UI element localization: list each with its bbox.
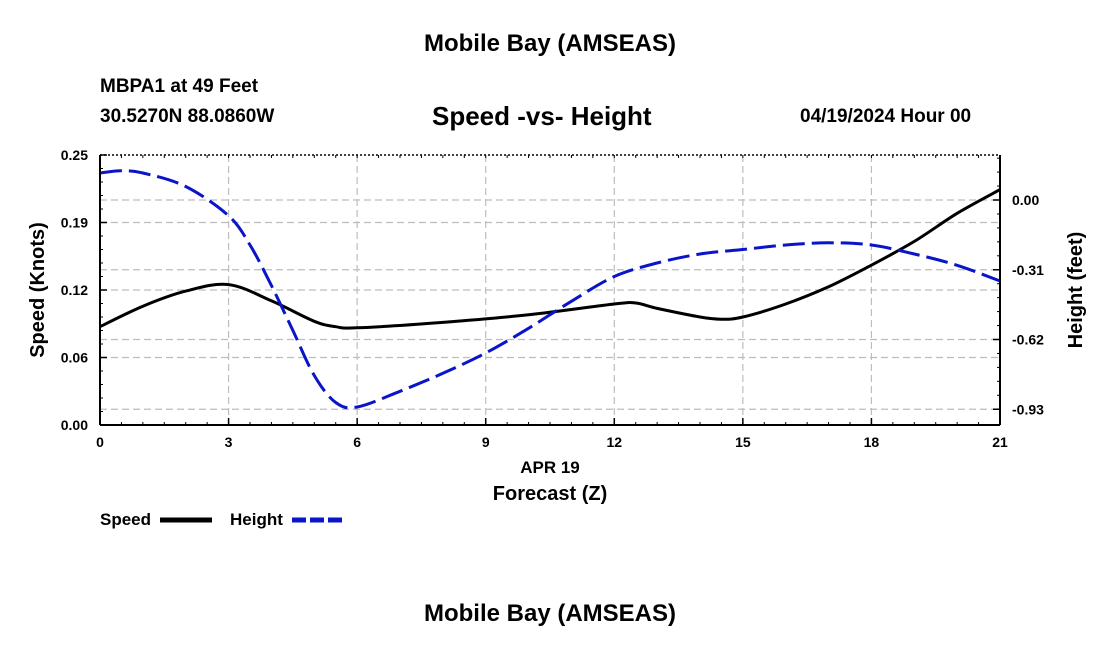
y-axis-label: Speed (Knots): [27, 222, 49, 358]
y2-axis-label: Height (feet): [1065, 232, 1087, 349]
grid: [100, 155, 1000, 425]
y-tick-label: 0.19: [61, 215, 88, 231]
y2-tick-label: -0.31: [1012, 262, 1044, 278]
x-tick-label: 0: [96, 434, 104, 450]
legend-speed-label: Speed: [100, 510, 151, 529]
x-tick-label: 6: [353, 434, 361, 450]
x-tick-label: 21: [992, 434, 1008, 450]
forecast-datetime: 04/19/2024 Hour 00: [800, 106, 972, 127]
y2-tick-label: -0.62: [1012, 332, 1044, 348]
y2-tick-label: 0.00: [1012, 192, 1039, 208]
axes: [99, 154, 1001, 426]
series: [99, 169, 1001, 410]
x-axis-date: APR 19: [520, 458, 580, 477]
x-tick-label: 15: [735, 434, 751, 450]
legend: Speed Height: [100, 510, 342, 529]
x-tick-label: 18: [864, 434, 880, 450]
y-tick-label: 0.25: [61, 147, 88, 163]
chart-subtitle: Speed -vs- Height: [432, 101, 652, 131]
y-tick-label: 0.12: [61, 282, 88, 298]
station-coordinates: 30.5270N 88.0860W: [100, 106, 275, 127]
chart-title: Mobile Bay (AMSEAS): [423, 30, 677, 57]
legend-height-label: Height: [230, 510, 283, 529]
tick-labels: 0 3 6 9 12 15 18 21 0.00 0.06 0.12 0.19 0.25 -0.93 -0.…: [61, 147, 1044, 450]
station-label: MBPA1 at 49 Feet: [100, 76, 259, 97]
speed-series-line: [99, 188, 1001, 330]
x-tick-label: 3: [225, 434, 233, 450]
y-tick-label: 0.00: [61, 417, 88, 433]
x-tick-label: 9: [482, 434, 490, 450]
height-series-line: [99, 169, 1001, 410]
y-tick-label: 0.06: [61, 350, 88, 366]
x-tick-label: 12: [606, 434, 622, 450]
x-axis-label: Forecast (Z): [493, 483, 607, 505]
footer-title: Mobile Bay (AMSEAS): [423, 600, 677, 627]
y2-tick-label: -0.93: [1012, 401, 1044, 417]
